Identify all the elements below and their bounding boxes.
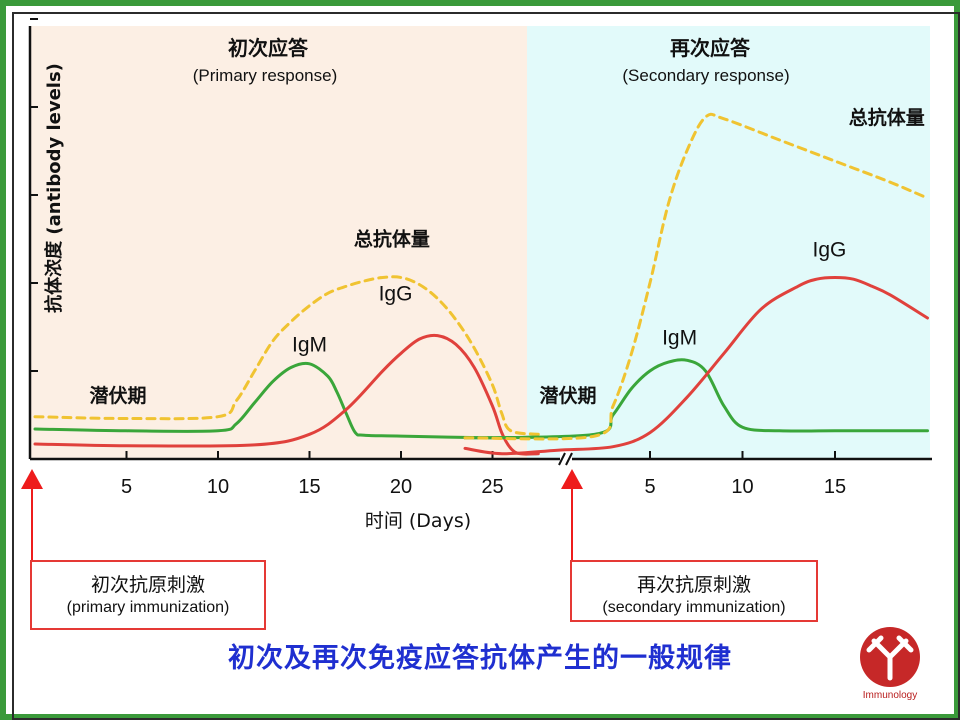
primary-response-subtitle: (Primary response) [193, 66, 338, 85]
x-axis-label: 时间 (Days) [365, 510, 471, 532]
x-tick-label: 10 [207, 476, 229, 498]
secondary-immunization-box: 再次抗原刺激 (secondary immunization) [570, 560, 818, 622]
y-axis-ticks [30, 18, 38, 372]
primary-immunization-label: 初次抗原刺激 [90, 574, 205, 596]
x-tick-label: 25 [481, 476, 503, 498]
primary-immunization-english: (primary immunization) [66, 599, 230, 616]
x-tick-label: 5 [644, 476, 655, 498]
primary-igm-line [33, 361, 540, 440]
y-axis-label: 抗体浓度 (antibody levels) [43, 63, 65, 313]
arrow-head [21, 469, 43, 489]
primary-total-antibody-line [33, 275, 540, 436]
secondary-response-background [527, 26, 930, 459]
logo-text: Immunology [862, 690, 918, 701]
primary-immunization-arrow [21, 469, 43, 562]
x-tick-label: 15 [298, 476, 320, 498]
axis-break-slash [565, 452, 573, 466]
secondary-immunization-english: (secondary immunization) [602, 599, 786, 616]
secondary-igg-line [463, 276, 929, 456]
slide-title: 初次及再次免疫应答抗体产生的一般规律 [228, 643, 732, 674]
primary-igg-line [33, 333, 540, 456]
secondary-immunization-label: 再次抗原刺激 [636, 574, 751, 596]
secondary-immunization-arrow [561, 469, 583, 562]
x-tick-label: 10 [731, 476, 753, 498]
chart-series [33, 112, 929, 456]
x-tick-label: 15 [824, 476, 846, 498]
secondary-total-antibody-line [463, 112, 929, 441]
series-label: IgM [292, 333, 327, 356]
series-labels: IgM IgG 总抗体量 IgM IgG 总抗体量 [292, 106, 925, 356]
primary-latent-period-label: 潜伏期 [89, 384, 146, 407]
x-tick-label: 5 [121, 476, 132, 498]
secondary-response-title: 再次应答 [670, 36, 751, 60]
immunology-logo: Immunology [856, 626, 924, 701]
arrow-head [561, 469, 583, 489]
series-label: IgG [813, 238, 847, 261]
secondary-response-subtitle: (Secondary response) [622, 66, 789, 85]
series-label: 总抗体量 [849, 106, 925, 129]
primary-immunization-box: 初次抗原刺激 (primary immunization) [30, 560, 266, 630]
secondary-latent-period-label: 潜伏期 [539, 384, 596, 407]
x-axis-ticks: 5 10 15 20 25 5 10 15 [121, 451, 846, 498]
axis-break-slash [558, 452, 566, 466]
series-label: IgG [379, 282, 413, 305]
antibody-y-icon [860, 627, 920, 687]
slide-inner-border [12, 12, 960, 720]
x-tick-label: 20 [390, 476, 412, 498]
primary-response-background [30, 26, 527, 459]
primary-response-title: 初次应答 [228, 36, 309, 60]
series-label: 总抗体量 [354, 228, 430, 251]
series-label: IgM [662, 326, 697, 349]
axis-break-mark [558, 451, 573, 467]
